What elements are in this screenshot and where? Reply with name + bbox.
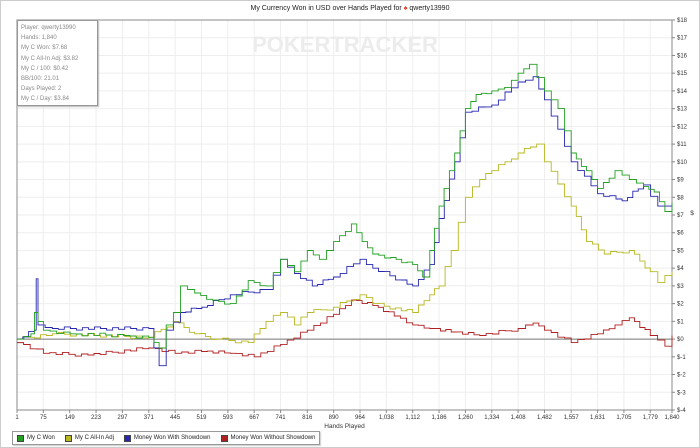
y-tick-label: $9	[677, 178, 684, 184]
y-tick-label: $15	[677, 71, 688, 77]
stat-won: My C Won: $7.68	[21, 45, 68, 52]
y-tick-label: $17	[677, 36, 688, 42]
stat-player: Player: qwerty13990	[21, 25, 76, 31]
x-tick-label: 75	[40, 415, 47, 421]
y-tick-label: $1	[677, 319, 684, 325]
x-tick-label: 1,186	[432, 415, 448, 421]
x-tick-label: 1,557	[564, 415, 580, 421]
y-tick-label: $2	[677, 302, 684, 308]
stat-days: Days Played: 2	[21, 86, 62, 93]
series-line-money-won-without-showdown	[17, 299, 673, 358]
x-axis-label: Hands Played	[324, 423, 365, 430]
x-tick-label: 593	[223, 415, 234, 421]
y-tick-label: $10	[677, 160, 688, 166]
x-tick-label: 1,038	[379, 415, 395, 421]
watermark-logo: POKERTRACKER	[252, 32, 438, 57]
y-tick-label: $-1	[677, 355, 686, 361]
y-tick-label: $12	[677, 124, 688, 130]
legend-label: Money Won Without Showdown	[230, 435, 316, 441]
x-tick-label: 1,334	[484, 415, 500, 421]
stats-infobox: Player: qwerty13990 Hands: 1,840 My C Wo…	[17, 20, 98, 106]
stat-bb100: BB/100: 21.01	[21, 76, 60, 83]
y-tick-label: $-2	[677, 373, 686, 379]
x-tick-label: 890	[329, 415, 340, 421]
legend-swatch	[17, 434, 24, 442]
x-tick-label: 1,631	[590, 415, 606, 421]
x-tick-label: 816	[302, 415, 313, 421]
y-tick-label: $6	[677, 231, 684, 237]
legend-swatch	[123, 434, 131, 442]
y-tick-label: $7	[677, 213, 684, 219]
x-tick-label: 297	[117, 415, 128, 421]
poker-chip-icon: ♠	[403, 5, 408, 12]
chart-title: My Currency Won in USD over Hands Played…	[0, 5, 700, 12]
legend-item-showdown[interactable]: Money Won With Showdown	[123, 434, 211, 442]
x-tick-label: 741	[276, 415, 287, 421]
x-tick-label: 1,705	[616, 415, 632, 421]
stat-per100: My C / 100: $0.42	[21, 65, 69, 72]
x-tick-label: 1,840	[664, 415, 680, 421]
x-tick-label: 1,260	[458, 415, 474, 421]
x-tick-label: 1,408	[511, 415, 527, 421]
stat-per-day: My C / Day: $3.84	[21, 96, 70, 103]
x-tick-label: 519	[196, 415, 207, 421]
y-tick-label: $11	[677, 142, 687, 148]
y-tick-label: $18	[677, 18, 688, 24]
y-tick-label: $0	[677, 337, 684, 343]
y-axis-label: $	[690, 210, 694, 217]
legend: My C Won My C All-In Adj Money Won With …	[12, 431, 321, 445]
legend-swatch	[64, 434, 72, 442]
series-line-my-c-all-in-adj	[17, 143, 673, 344]
y-tick-label: $8	[677, 195, 684, 201]
legend-label: My C All-In Adj	[74, 435, 114, 441]
y-tick-label: $14	[677, 89, 688, 95]
y-tick-label: $16	[677, 53, 688, 59]
legend-label: My C Won	[27, 435, 55, 441]
x-tick-label: 1,482	[537, 415, 553, 421]
y-tick-label: $4	[677, 266, 684, 272]
y-tick-label: $-4	[677, 408, 686, 414]
title-text: My Currency Won in USD over Hands Played…	[250, 5, 402, 12]
y-tick-label: $3	[677, 284, 684, 290]
legend-item-my-c-won[interactable]: My C Won	[17, 434, 55, 442]
y-tick-label: $13	[677, 107, 688, 113]
stat-hands: Hands: 1,840	[21, 35, 57, 42]
x-tick-label: 445	[170, 415, 181, 421]
x-tick-label: 1,779	[643, 415, 659, 421]
y-tick-label: $-3	[677, 390, 686, 396]
legend-label: Money Won With Showdown	[133, 435, 211, 441]
x-tick-label: 667	[249, 415, 260, 421]
stat-allin-adj: My C All-In Adj: $3.82	[21, 55, 79, 62]
x-tick-label: 964	[355, 415, 366, 421]
title-player: qwerty13990	[409, 5, 450, 12]
legend-item-non-showdown[interactable]: Money Won Without Showdown	[220, 434, 316, 442]
legend-item-all-in-adj[interactable]: My C All-In Adj	[64, 434, 114, 442]
x-tick-label: 1	[15, 415, 19, 421]
y-tick-label: $5	[677, 248, 684, 254]
legend-swatch	[220, 434, 228, 442]
x-tick-label: 223	[91, 415, 102, 421]
series-line-my-c-won	[17, 63, 673, 349]
series-line-money-won-with-showdown	[17, 76, 673, 367]
x-tick-label: 371	[144, 415, 155, 421]
x-tick-label: 1,112	[405, 415, 420, 421]
x-tick-label: 149	[65, 415, 76, 421]
